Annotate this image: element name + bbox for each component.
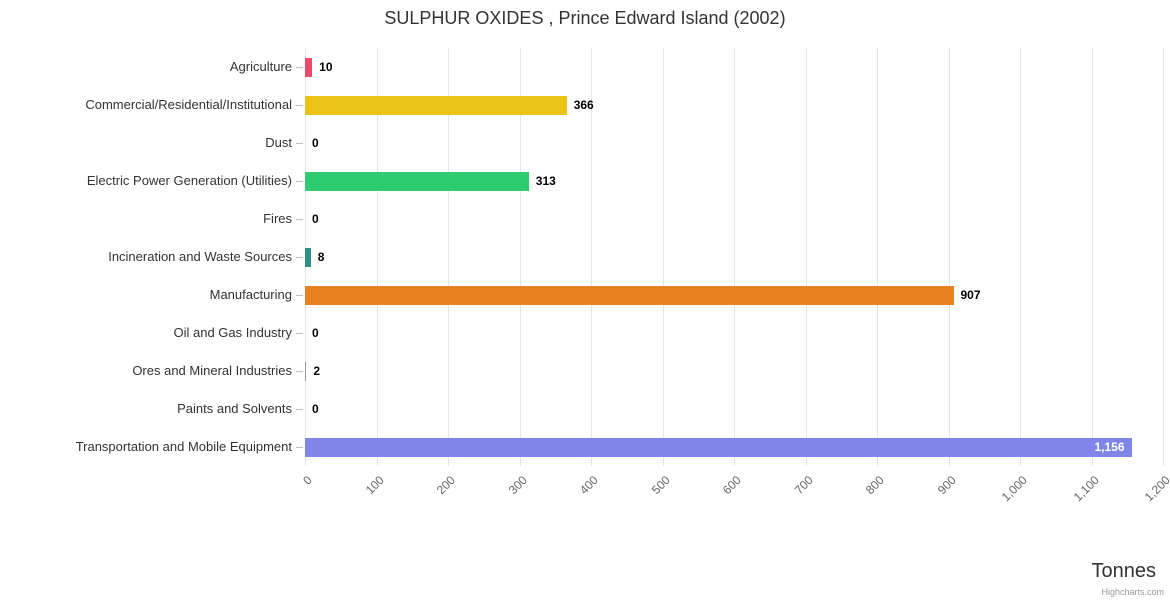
- value-label: 10: [319, 60, 333, 74]
- category-label: Electric Power Generation (Utilities): [86, 173, 292, 188]
- credits-link[interactable]: Highcharts.com: [1101, 587, 1164, 597]
- value-label: 907: [960, 288, 981, 302]
- category-tick: [296, 143, 303, 144]
- x-tick-label: 200: [433, 473, 458, 498]
- category-tick: [296, 333, 303, 334]
- category-label: Incineration and Waste Sources: [108, 249, 292, 264]
- value-label: 0: [312, 402, 319, 416]
- category-tick: [296, 67, 303, 68]
- category-label: Ores and Mineral Industries: [132, 363, 292, 378]
- category-label: Manufacturing: [209, 287, 292, 302]
- x-tick-label: 600: [719, 473, 744, 498]
- bar[interactable]: [305, 437, 1132, 457]
- value-label: 8: [317, 250, 325, 264]
- bar[interactable]: [305, 247, 311, 267]
- x-tick-label: 900: [934, 473, 959, 498]
- bar[interactable]: [305, 285, 954, 305]
- bar[interactable]: [305, 171, 529, 191]
- category-label: Fires: [263, 211, 292, 226]
- category-tick: [296, 257, 303, 258]
- value-label: 313: [535, 174, 556, 188]
- category-axis: Agriculture Commercial/Residential/Instit…: [0, 48, 292, 466]
- gridline: [1091, 48, 1093, 466]
- plot-area: 10 366 0 313 0 8 907 0 2 0 1,156: [305, 48, 1164, 466]
- x-tick-label: 500: [648, 473, 673, 498]
- x-tick-label: 300: [505, 473, 530, 498]
- value-label: 0: [312, 326, 319, 340]
- value-label: 0: [312, 212, 319, 226]
- category-tick: [296, 181, 303, 182]
- category-label: Paints and Solvents: [177, 401, 292, 416]
- gridline: [1020, 48, 1021, 466]
- gridline: [591, 48, 592, 466]
- gridline: [805, 48, 807, 466]
- x-tick-label: 100: [362, 473, 387, 498]
- gridline: [662, 48, 664, 466]
- gridline: [376, 48, 378, 466]
- gridline: [448, 48, 449, 466]
- x-tick-label: 1,100: [1070, 473, 1102, 505]
- category-tick: [296, 295, 303, 296]
- category-label: Agriculture: [229, 59, 292, 74]
- value-label: 366: [573, 98, 594, 112]
- x-axis-title: Tonnes: [1091, 560, 1157, 582]
- category-tick: [296, 219, 303, 220]
- x-tick-label: 400: [576, 473, 601, 498]
- gridline: [734, 48, 735, 466]
- category-tick: [296, 371, 303, 372]
- value-label: 0: [312, 136, 319, 150]
- x-tick-label: 1,200: [1141, 473, 1170, 505]
- category-label: Dust: [265, 135, 292, 150]
- category-tick: [296, 447, 303, 448]
- category-tick: [296, 409, 303, 410]
- bar[interactable]: [305, 95, 567, 115]
- category-tick: [296, 105, 303, 106]
- x-tick-label: 1,000: [998, 473, 1030, 505]
- category-label: Commercial/Residential/Institutional: [85, 97, 292, 112]
- category-label: Oil and Gas Industry: [173, 325, 293, 340]
- x-tick-label: 800: [862, 473, 887, 498]
- gridline: [1163, 48, 1164, 466]
- category-label: Transportation and Mobile Equipment: [75, 439, 292, 454]
- value-label: 1,156: [1094, 440, 1125, 454]
- x-tick-label: 700: [791, 473, 816, 498]
- value-label: 2: [313, 364, 321, 378]
- bar[interactable]: [305, 361, 307, 381]
- gridline: [948, 48, 950, 466]
- gridline: [519, 48, 521, 466]
- gridline: [877, 48, 878, 466]
- chart-title: SULPHUR OXIDES , Prince Edward Island (2…: [384, 8, 786, 28]
- x-tick-label: 0: [300, 473, 315, 488]
- bar[interactable]: [305, 57, 313, 77]
